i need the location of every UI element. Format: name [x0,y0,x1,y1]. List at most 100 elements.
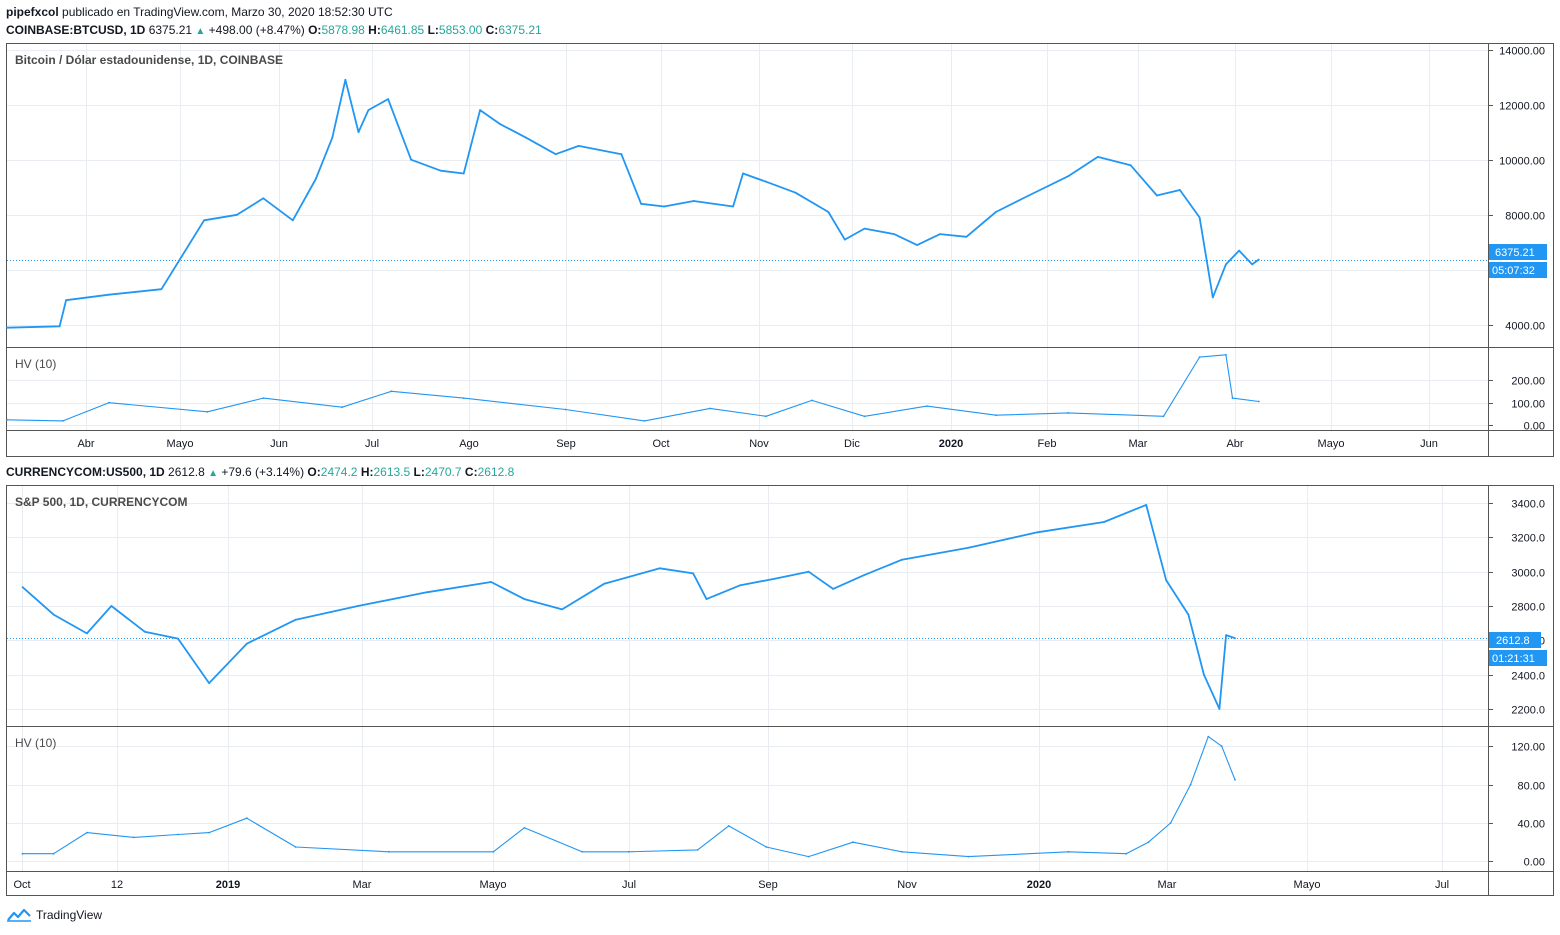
up-triangle-icon: ▲ [208,468,218,479]
btc-price-point [765,180,767,183]
btc-xtick-label: Sep [556,438,576,450]
spx-hv-point [1125,852,1128,855]
spx-price-point [357,605,359,607]
spx-price-point [863,574,866,576]
btc-price-point [995,211,997,213]
spx-hv-point [1189,783,1192,786]
spx-high-label: H: [360,465,374,479]
spx-price-point [1218,708,1221,710]
btc-hv-point [564,408,567,411]
btc-price-ytick-label: 10000.00 [1499,156,1545,168]
spx-price-point [490,581,492,583]
btc-price-point [525,136,527,139]
spx-hv-point [177,833,179,836]
spx-hv-point [581,850,583,853]
spx-hv-ytick-label: 40.00 [1517,819,1545,831]
btc-hv-point [863,415,866,418]
btc-hv-point [811,399,813,402]
spx-price-point [425,591,428,594]
btc-change: +498.00 (+8.47%) [208,23,305,37]
btc-price-point [58,325,61,328]
spx-xtick-label: Nov [897,879,917,891]
spx-hv-point [765,846,768,848]
spx-hv-point [696,849,699,851]
spx-price-point [245,642,248,645]
btc-price-point [387,98,389,100]
btc-price-point [1211,296,1214,299]
btc-price-point [462,172,465,175]
btc-price-point [863,227,866,230]
btc-price-point [6,326,8,329]
btc-low: 5853.00 [438,23,483,37]
spx-hv-point [492,850,495,853]
btc-hv-ytick-label: 0.00 [1524,421,1545,433]
spx-hv-point [967,855,970,858]
btc-price-point [262,197,265,200]
spx-price-ytick-label: 3400.0 [1511,499,1545,511]
spx-xtick-label: Mar [353,879,372,891]
spx-price-point [1145,504,1148,506]
btc-xtick-label: Mar [1129,438,1148,450]
btc-price-point [827,211,830,213]
spx-price-ytick-label: 2800.0 [1511,602,1545,614]
btc-hv-series-line [6,354,1259,422]
btc-frame [6,43,1554,457]
spx-hv-point [245,817,248,820]
btc-price-point [1198,216,1201,219]
spx-low: 2470.7 [424,465,462,479]
btc-hv-point [765,415,767,418]
btc-xtick-label: Jun [1420,438,1438,450]
spx-hv-point [132,836,135,839]
btc-price-point [498,123,501,125]
btc-legend: COINBASE:BTCUSD, 1D 6375.21 ▲ +498.00 (+… [6,23,542,37]
btc-xtick-label: Dic [844,438,860,450]
spx-price-point [294,618,297,621]
spx-hv-point [627,850,630,853]
btc-hv-point [6,418,8,421]
btc-hv-point [709,407,711,410]
btc-price-point [344,78,347,81]
publisher-name: pipefxcol [6,5,59,19]
spx-hv-point [21,852,24,855]
btc-price-point [291,219,294,222]
spx-close: 2612.8 [477,465,515,479]
tradingview-logo[interactable]: TradingView [6,908,102,922]
btc-price-point [577,145,580,147]
spx-price-point [705,598,708,600]
btc-price-point [160,288,163,291]
btc-hv-ytick-label: 200.00 [1511,376,1545,388]
spx-price-point [1103,521,1105,523]
btc-high: 6461.85 [380,23,425,37]
btc-last: 6375.21 [148,23,193,37]
btc-price-point [1027,194,1030,197]
tradingview-cloud-icon [7,908,31,922]
btc-price-point [1225,263,1227,266]
spx-xtick-label: Mayo [1294,879,1321,891]
btc-price-point [1096,156,1099,158]
btc-hv-point [1231,397,1234,399]
spx-close-label: C: [464,465,478,479]
btc-xtick-label: Feb [1038,438,1057,450]
spx-price-point [659,567,661,570]
btc-price-point [663,205,665,208]
btc-price-point [479,109,481,111]
spx-hv-point [807,855,810,858]
spx-price-point [523,598,526,600]
btc-hv-point [926,405,928,407]
spx-frame [6,485,1554,896]
btc-hv-point [995,414,997,417]
spx-price-point [1203,673,1205,676]
spx-hv-ytick-label: 120.00 [1511,742,1545,754]
spx-hv-point [727,825,730,827]
btc-close: 6375.21 [498,23,542,37]
spx-price-point [692,572,695,575]
spx-price-point [208,682,211,684]
btc-hv-point [262,397,265,399]
btc-price-point [314,178,317,180]
btc-hv-ytick-label: 100.00 [1511,399,1545,411]
spx-xtick-label: Sep [758,879,778,891]
btc-low-label: L: [427,23,439,37]
spx-price-point [52,613,55,616]
spx-price-tag: 2612.8 [1496,635,1530,647]
